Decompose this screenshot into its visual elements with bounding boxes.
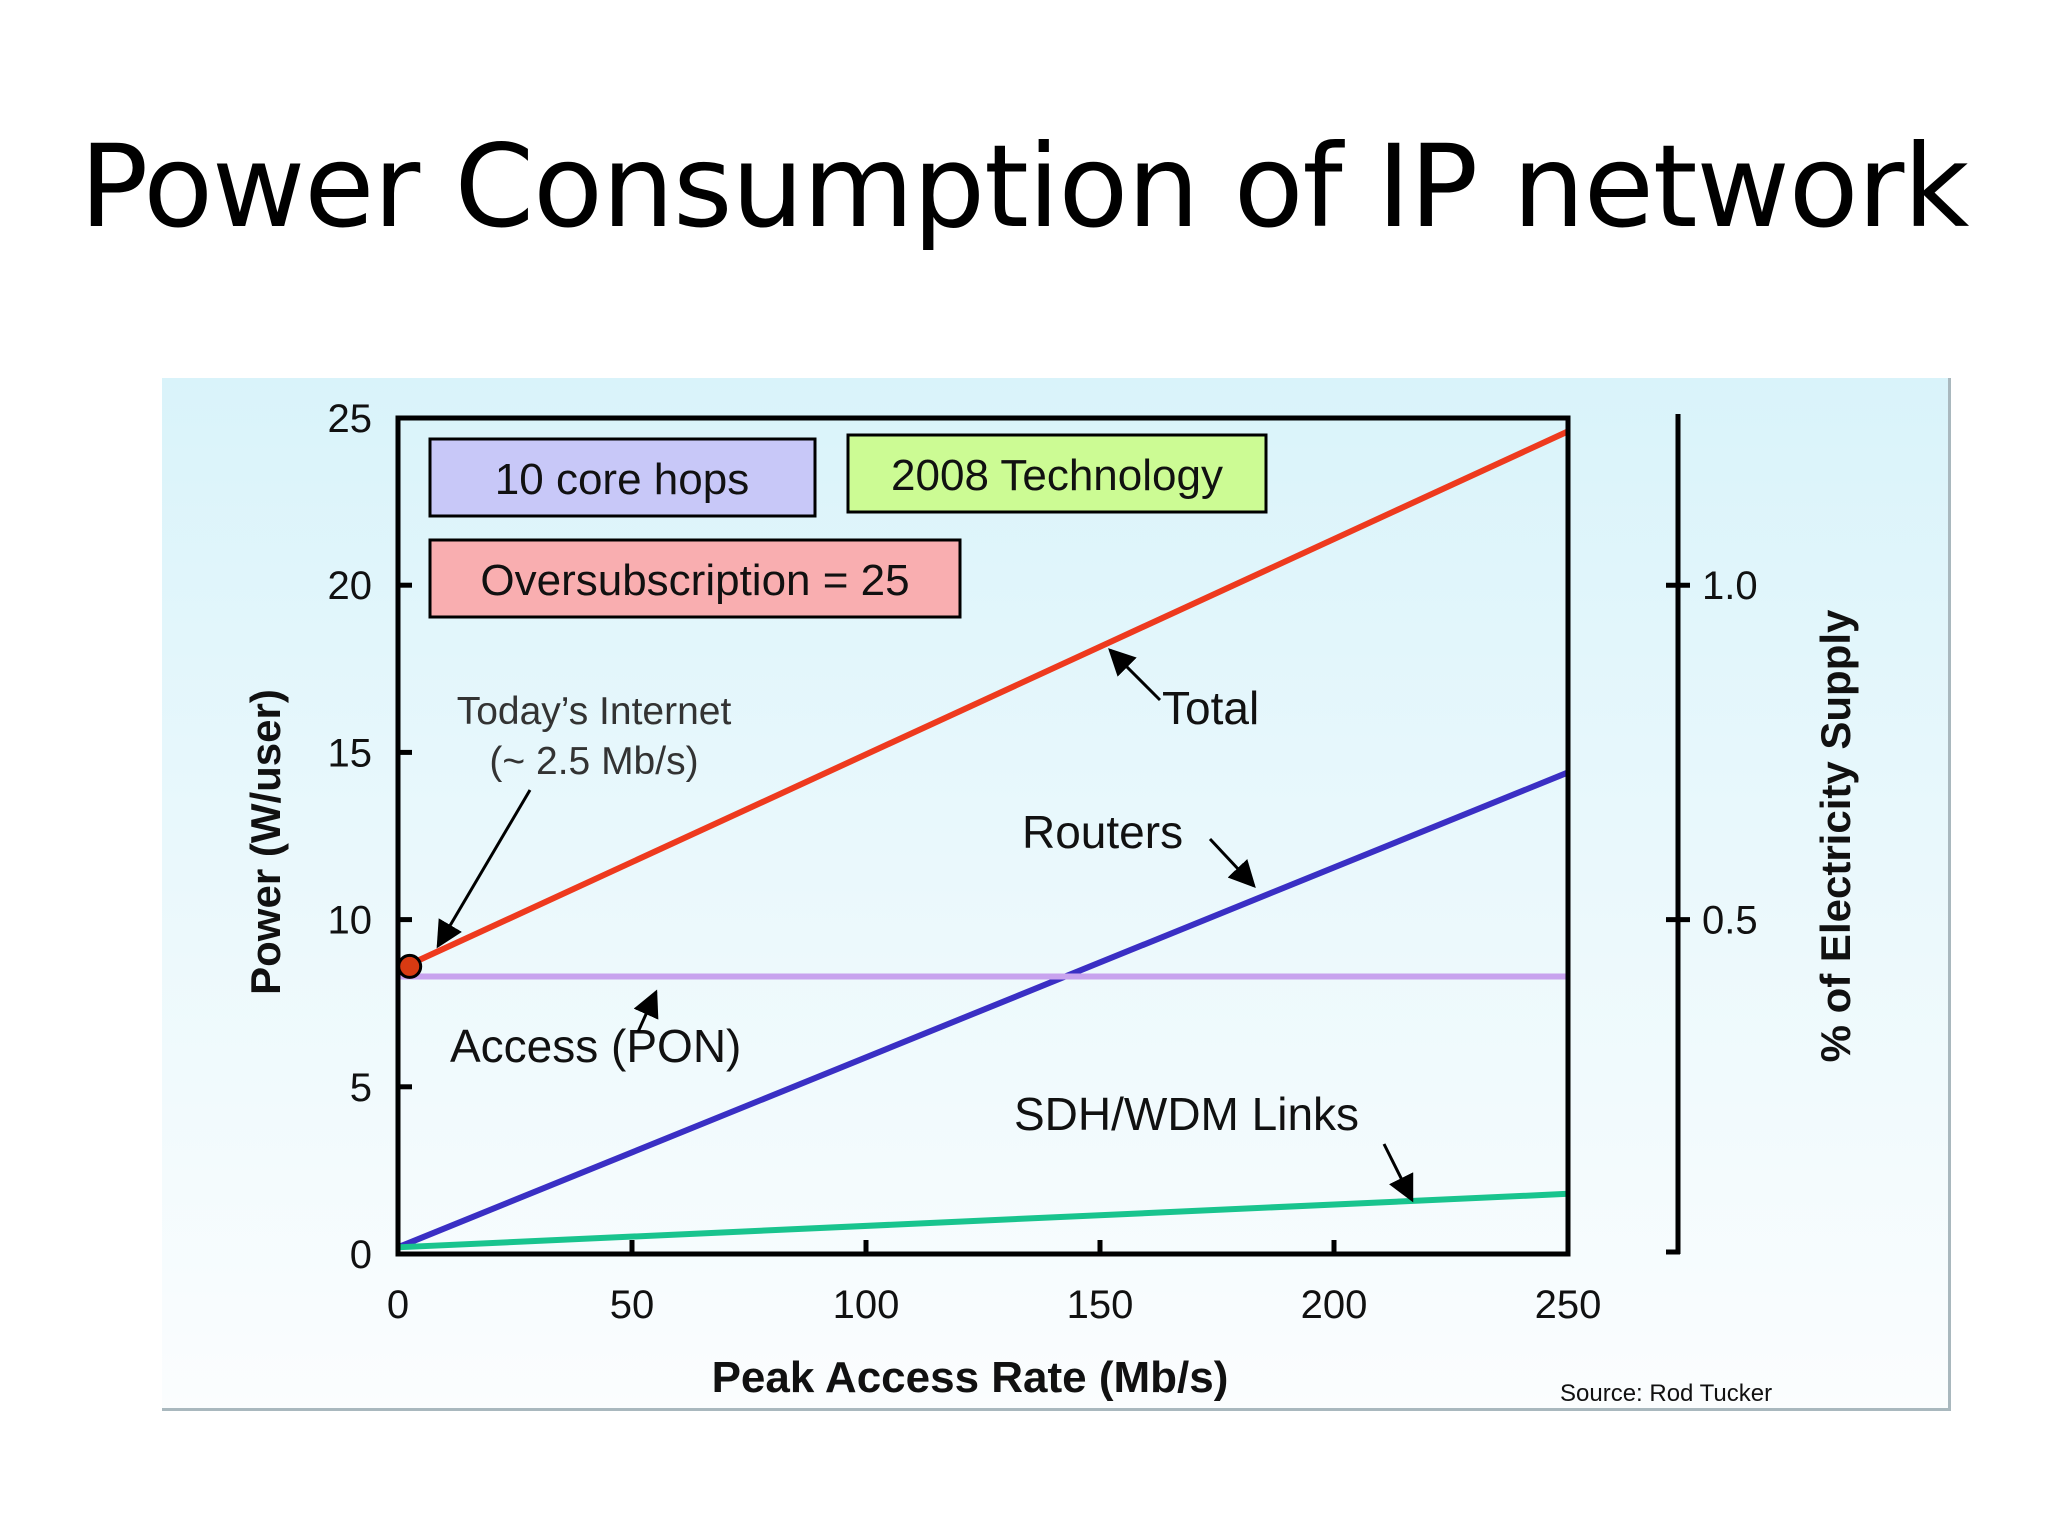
- today-internet-label: Today’s Internet: [457, 690, 732, 733]
- core-hops-box: [428, 437, 817, 518]
- oversubscription-box: [428, 538, 962, 619]
- total-arrow: [1108, 648, 1162, 702]
- y-tick-label: 25: [328, 397, 373, 441]
- technology-box: [846, 433, 1268, 514]
- technology-label: 2008 Technology: [891, 451, 1223, 500]
- series-line-routers: [396, 769, 1570, 1251]
- x-tick-label: 100: [833, 1283, 900, 1327]
- plot-frame: [395, 415, 1571, 1257]
- oversubscription-label: Oversubscription = 25: [480, 556, 909, 605]
- y-tick-label: 5: [350, 1066, 372, 1110]
- y-tick-label: 10: [328, 899, 373, 943]
- core-hops-label: 10 core hops: [495, 455, 749, 504]
- today-internet-rate: (~ 2.5 Mb/s): [489, 740, 698, 783]
- access-arrow: [633, 989, 659, 1033]
- total-label: Total: [1162, 682, 1259, 734]
- series-line-sdh-wdm-links: [397, 1190, 1569, 1251]
- access-label: Access (PON): [450, 1020, 741, 1072]
- links-arrow: [1382, 1143, 1414, 1203]
- today-arrow: [436, 789, 532, 949]
- today-marker: [397, 953, 423, 979]
- chart: 0 50 100 150 200 250 0 5 10 15 20 25 0.5 1.0 10 core …: [242, 397, 1859, 1402]
- x-axis-title: Peak Access Rate (Mb/s): [712, 1353, 1229, 1402]
- y2-tick-label: 0.5: [1702, 899, 1758, 943]
- slide-title: Power Consumption of IP network: [79, 120, 1970, 253]
- x-tick-label: 0: [387, 1283, 409, 1327]
- links-label: SDH/WDM Links: [1014, 1088, 1359, 1140]
- routers-arrow: [1208, 837, 1256, 888]
- routers-label: Routers: [1022, 806, 1183, 858]
- y2-axis-title: % of Electricity Supply: [1812, 609, 1859, 1062]
- x-tick-label: 50: [610, 1283, 655, 1327]
- chart-panel: 0 50 100 150 200 250 0 5 10 15 20 25 0.5 1.0 10 core …: [162, 378, 1951, 1411]
- series-layer: [396, 428, 1570, 1251]
- x-tick-label: 150: [1067, 1283, 1134, 1327]
- y-axis-title: Power (W/user): [242, 689, 289, 995]
- x-tick-label: 200: [1301, 1283, 1368, 1327]
- y-tick-label: 20: [328, 564, 373, 608]
- ticks-layer: 0 50 100 150 200 250 0 5 10 15 20 25 0.5 1.0: [328, 397, 1758, 1327]
- y-tick-label: 15: [328, 731, 373, 775]
- x-tick-label: 250: [1535, 1283, 1602, 1327]
- source-note: Source: Rod Tucker: [1560, 1380, 1773, 1407]
- y-tick-label: 0: [350, 1233, 372, 1277]
- series-line-total: [396, 428, 1570, 973]
- y2-tick-label: 1.0: [1702, 564, 1758, 608]
